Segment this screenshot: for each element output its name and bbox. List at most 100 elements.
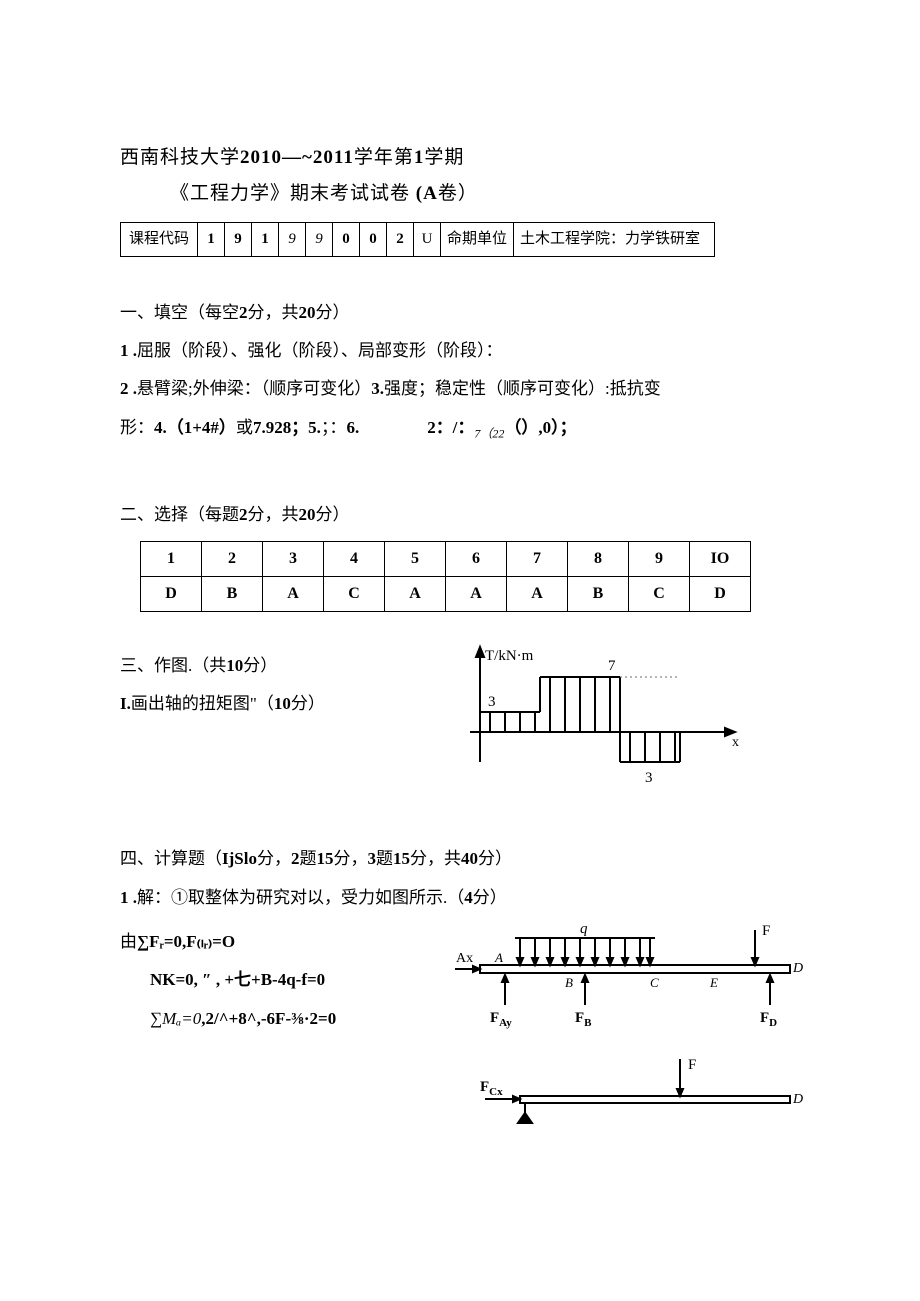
s1-l2b: 强度；稳定性（顺序可变化）:抵抗变	[384, 379, 661, 398]
s2-pre: 二、选择（每题	[120, 505, 239, 524]
eq1-pre: 由	[120, 932, 137, 951]
code-digit: 0	[360, 223, 387, 257]
s1-l3b: 或	[236, 418, 253, 437]
ans-head: 2	[202, 542, 263, 577]
title1-bold2: 1	[414, 147, 425, 168]
eq1-expr: ∑Fᵣ=0,F₍ₗᵣ₎=O	[137, 932, 235, 951]
ans-head: 1	[141, 542, 202, 577]
beam1-D: D	[792, 961, 803, 976]
eq2: NK=0, ″ , +七+B-4q-f=0	[120, 964, 420, 996]
beam1-q: q	[580, 921, 588, 937]
code-digit: 0	[333, 223, 360, 257]
s2-b2: 20	[299, 505, 316, 524]
s1-sub: 7（22	[474, 426, 504, 440]
torque-diagram: T/kN·m 7 3 3 x	[450, 642, 800, 813]
torque-left: 3	[488, 694, 496, 710]
s4-b5: 15	[393, 849, 410, 868]
ans-cell: B	[202, 577, 263, 612]
table-row: 课程代码 1 9 1 9 9 0 0 2 U 命期单位 土木工程学院：力学铁研室	[121, 223, 715, 257]
torque-ylabel: T/kN·m	[485, 648, 534, 664]
torque-xlabel: x	[732, 735, 739, 750]
s1-b1: 2	[239, 303, 248, 322]
ans-head: 3	[263, 542, 324, 577]
s1-l3-b5: 7.928；5.	[253, 418, 321, 437]
beam1-FB: FB	[575, 1010, 592, 1029]
unit-dept: 土木工程学院：力学铁研室	[514, 223, 715, 257]
ans-head: IO	[690, 542, 751, 577]
beam2-F: F	[688, 1057, 696, 1073]
section4-row: 由∑Fᵣ=0,F₍ₗᵣ₎=O NK=0, ″ , +七+B-4q-f=0 ∑Mₐ…	[120, 920, 800, 1143]
s3-l1a: 画出轴的扭矩图"（	[131, 694, 274, 713]
s4-b6: 40	[461, 849, 478, 868]
s4-m3: 分，	[333, 849, 367, 868]
title1-pre: 西南科技大学	[120, 147, 240, 168]
s4-m4: 题	[376, 849, 393, 868]
ans-cell: B	[568, 577, 629, 612]
beam-diagrams: q F Ax A B C E D FAy FB FD	[450, 920, 810, 1143]
s4-pre: 四、计算题（	[120, 849, 222, 868]
s4-line1: 1 .解：①取整体为研究对以，受力如图所示.（4分）	[120, 882, 800, 914]
s1-l3-b8: （）,0）；	[504, 418, 576, 437]
s3-l1-b2: 10	[274, 694, 291, 713]
s3-b1: 10	[226, 656, 243, 675]
s4-l1-b2: 4	[464, 888, 473, 907]
beam2-FCx: FCx	[480, 1079, 503, 1098]
s1-l3-b6: 6.	[346, 418, 359, 437]
ans-head: 4	[324, 542, 385, 577]
ans-head: 7	[507, 542, 568, 577]
beam1-FAy: FAy	[490, 1010, 512, 1029]
section1-heading: 一、填空（每空2分，共20分）	[120, 297, 800, 329]
ans-cell: A	[263, 577, 324, 612]
code-digit: 9	[306, 223, 333, 257]
s1-l1-num: 1 .	[120, 341, 137, 360]
s4-b1: IjSlo	[222, 849, 257, 868]
ans-cell: A	[385, 577, 446, 612]
ans-cell: D	[141, 577, 202, 612]
eq3-pre: ∑Mₐ=0	[150, 1009, 201, 1028]
page: 西南科技大学2010—~2011学年第1学期 《工程力学》期末考试试卷 (A卷）…	[0, 0, 920, 1301]
title2-pre: 《工程力学》期末考试试卷	[170, 183, 416, 204]
title-line-2: 《工程力学》期末考试试卷 (A卷）	[120, 176, 800, 212]
torque-bottom: 3	[645, 770, 653, 786]
s1-l3c: ；：	[321, 418, 347, 437]
title1-post: 学期	[424, 147, 464, 168]
course-code-table: 课程代码 1 9 1 9 9 0 0 2 U 命期单位 土木工程学院：力学铁研室	[120, 222, 715, 257]
beam2-D: D	[792, 1092, 803, 1107]
s2-post: 分）	[316, 505, 350, 524]
s3-line1: I.画出轴的扭矩图"（10分）	[120, 688, 420, 720]
eq3-expr: ,2/^+8^,-6F-⅜·2=0	[201, 1009, 336, 1028]
s3-l1-num: I.	[120, 694, 131, 713]
beam1-F: F	[762, 923, 770, 939]
torque-top: 7	[608, 658, 616, 674]
s4-post: 分）	[478, 849, 512, 868]
s3-l1b: 分）	[291, 694, 325, 713]
ans-cell: C	[629, 577, 690, 612]
s1-pre: 一、填空（每空	[120, 303, 239, 322]
eq3: ∑Mₐ=0,2/^+8^,-6F-⅜·2=0	[120, 1003, 420, 1035]
ans-head: 5	[385, 542, 446, 577]
answer-table: 1 2 3 4 5 6 7 8 9 IO D B A C A A A B C D	[140, 541, 751, 612]
s1-b2: 20	[299, 303, 316, 322]
unit-label: 命期单位	[441, 223, 514, 257]
s1-line3: 形：4.（1+4#）或7.928；5.；：6. 2：/：7（22（）,0）；	[120, 412, 800, 445]
s2-b1: 2	[239, 505, 248, 524]
beam1-FD: FD	[760, 1010, 777, 1029]
s1-mid: 分，共	[248, 303, 299, 322]
section3-row: 三、作图.（共10分） I.画出轴的扭矩图"（10分）	[120, 642, 800, 813]
code-digit: 1	[252, 223, 279, 257]
title1-bold1: 2010—~2011	[240, 147, 354, 168]
table-row: 1 2 3 4 5 6 7 8 9 IO	[141, 542, 751, 577]
s4-m5: 分，共	[410, 849, 461, 868]
code-digit: U	[414, 223, 441, 257]
section3-text: 三、作图.（共10分） I.画出轴的扭矩图"（10分）	[120, 642, 420, 727]
s4-b3: 15	[316, 849, 333, 868]
s4-b4: 3	[367, 849, 376, 868]
s1-l1-text: 屈服（阶段）、强化（阶段）、局部变形（阶段）：	[137, 341, 503, 360]
title1-mid: 学年第	[354, 147, 414, 168]
beam1-Ax: Ax	[456, 951, 473, 966]
s1-l3a: 形：	[120, 418, 154, 437]
beam1-E: E	[709, 975, 718, 990]
code-label: 课程代码	[121, 223, 198, 257]
table-row: D B A C A A A B C D	[141, 577, 751, 612]
s4-l1b: 分）	[473, 888, 507, 907]
